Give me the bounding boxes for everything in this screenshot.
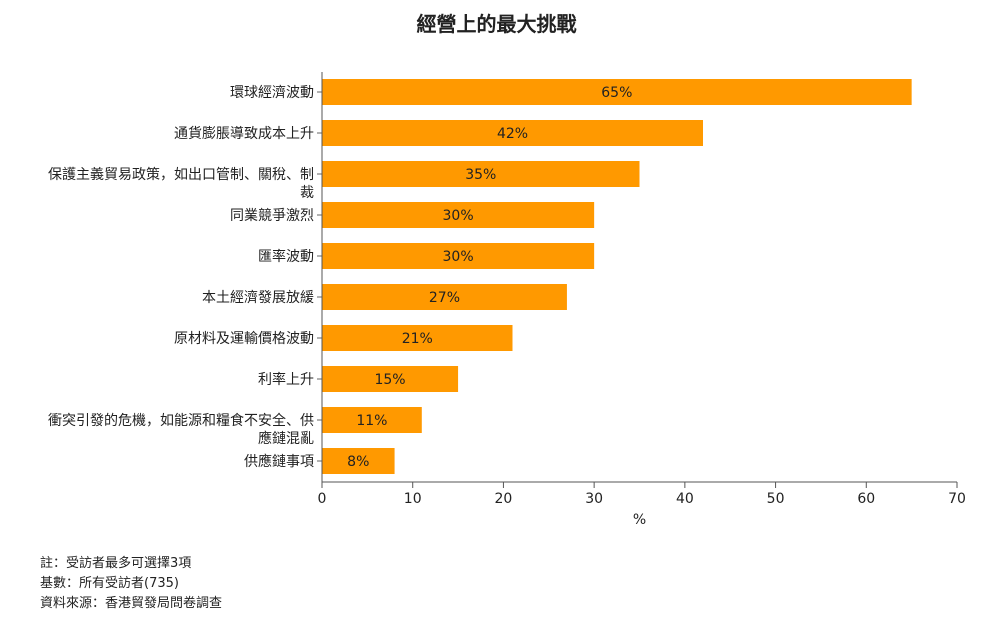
chart-notes: 註：受訪者最多可選擇3項 基數：所有受訪者(735) 資料來源：香港貿發局問卷調… — [40, 554, 222, 614]
category-label: 通貨膨脹導致成本上升 — [174, 125, 314, 142]
x-tick-label: 70 — [948, 491, 966, 507]
data-label: 15% — [374, 372, 405, 388]
x-tick-label: 20 — [495, 491, 513, 507]
data-label: 42% — [497, 126, 528, 142]
category-label: 環球經濟波動 — [230, 85, 314, 101]
x-tick-label: 10 — [404, 491, 422, 507]
x-tick-label: 0 — [318, 491, 327, 507]
data-label: 21% — [402, 331, 433, 347]
data-label: 27% — [429, 290, 460, 306]
category-label: 利率上升 — [258, 371, 314, 388]
bar — [322, 407, 422, 433]
category-label: 本土經濟發展放緩 — [202, 290, 314, 306]
category-label: 同業競爭激烈 — [230, 207, 314, 224]
data-label: 11% — [356, 413, 387, 429]
data-label: 8% — [347, 454, 369, 470]
category-label: 保護主義貿易政策，如出口管制、關稅、制裁 — [48, 166, 314, 201]
category-label: 衝突引發的危機，如能源和糧食不安全、供應鏈混亂 — [48, 412, 314, 447]
bar — [322, 284, 567, 310]
bar — [322, 325, 513, 351]
x-tick-label: 30 — [585, 491, 603, 507]
bar — [322, 448, 395, 474]
data-label: 30% — [443, 249, 474, 265]
bar — [322, 243, 595, 269]
x-tick-label: 50 — [767, 491, 785, 507]
bar — [322, 161, 640, 187]
note-base: 基數：所有受訪者(735) — [40, 576, 179, 591]
chart-title: 經營上的最大挑戰 — [416, 12, 577, 36]
bar — [322, 202, 595, 228]
category-label: 供應鏈事項 — [244, 453, 314, 470]
note-source: 資料來源：香港貿發局問卷調查 — [40, 596, 223, 611]
note-selection: 註：受訪者最多可選擇3項 — [40, 556, 192, 571]
data-label: 65% — [601, 85, 632, 101]
bar — [322, 79, 912, 105]
x-axis-label: % — [633, 512, 646, 528]
data-label: 30% — [443, 208, 474, 224]
category-label: 匯率波動 — [258, 248, 314, 265]
x-tick-label: 40 — [676, 491, 694, 507]
x-tick-label: 60 — [857, 491, 875, 507]
bar — [322, 120, 703, 146]
bar — [322, 366, 459, 392]
category-label: 原材料及運輸價格波動 — [174, 330, 314, 347]
data-label: 35% — [465, 167, 496, 183]
